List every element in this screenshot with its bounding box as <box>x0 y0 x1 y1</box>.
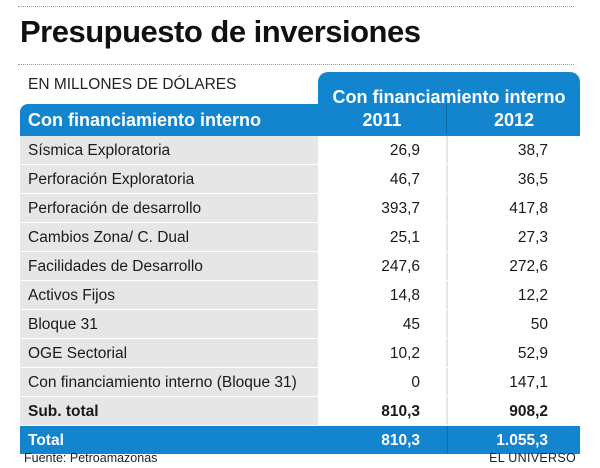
data-table: Sísmica Exploratoria 26,9 38,7 Perforaci… <box>20 136 580 455</box>
table-row: Perforación de desarrollo 393,7 417,8 <box>20 194 580 223</box>
subtotal-row: Sub. total 810,3 908,2 <box>20 397 580 426</box>
value-2011: 14,8 <box>318 281 446 309</box>
subtitle-rule <box>18 64 574 65</box>
table-row: Bloque 31 45 50 <box>20 310 580 339</box>
value-2011: 247,6 <box>318 252 446 280</box>
table-row: OGE Sectorial 10,2 52,9 <box>20 339 580 368</box>
page-title: Presupuesto de inversiones <box>20 14 421 49</box>
row-label: Perforación de desarrollo <box>28 200 202 217</box>
row-label: Sísmica Exploratoria <box>28 142 171 159</box>
value-2011: 25,1 <box>318 223 446 251</box>
value-2012: 908,2 <box>448 397 580 425</box>
top-rule <box>18 6 574 7</box>
value-2011: 10,2 <box>318 339 446 367</box>
value-2012: 52,9 <box>448 339 580 367</box>
value-2011: 46,7 <box>318 165 446 193</box>
row-label: Bloque 31 <box>28 316 98 333</box>
total-row: Total 810,3 1.055,3 <box>20 426 580 455</box>
value-2011: 393,7 <box>318 194 446 222</box>
value-2012: 27,3 <box>448 223 580 251</box>
units-label: EN MILLONES DE DÓLARES <box>28 76 237 93</box>
total-divider <box>447 426 448 454</box>
table-row: Sísmica Exploratoria 26,9 38,7 <box>20 136 580 165</box>
row-label: Sub. total <box>28 403 99 420</box>
group-header-bg <box>318 72 580 136</box>
column-header-2012: 2012 <box>493 110 535 130</box>
first-column-header: Con financiamiento interno <box>28 110 262 130</box>
table-row: Perforación Exploratoria 46,7 36,5 <box>20 165 580 194</box>
value-2012: 36,5 <box>448 165 580 193</box>
row-label: Activos Fijos <box>28 287 115 304</box>
column-header-2011: 2011 <box>362 110 402 130</box>
value-2011: 0 <box>318 368 446 396</box>
source-note: Fuente: Petroamazonas <box>24 451 158 465</box>
row-label: OGE Sectorial <box>28 345 128 362</box>
value-2012: 50 <box>448 310 580 338</box>
first-column-header-bg <box>20 104 320 136</box>
table-row: Facilidades de Desarrollo 247,6 272,6 <box>20 252 580 281</box>
value-2011: 810,3 <box>318 397 446 425</box>
value-2011: 26,9 <box>318 136 446 164</box>
value-2012: 417,8 <box>448 194 580 222</box>
table-row: Cambios Zona/ C. Dual 25,1 27,3 <box>20 223 580 252</box>
row-label: Total <box>28 432 64 449</box>
row-label: Con financiamiento interno (Bloque 31) <box>28 374 297 391</box>
value-2012: 272,6 <box>448 252 580 280</box>
row-label: Perforación Exploratoria <box>28 171 195 188</box>
value-2011: 45 <box>318 310 446 338</box>
table-row: Activos Fijos 14,8 12,2 <box>20 281 580 310</box>
table-row: Con financiamiento interno (Bloque 31) 0… <box>20 368 580 397</box>
value-2012: 147,1 <box>448 368 580 396</box>
value-2012: 1.055,3 <box>448 426 580 454</box>
publisher-name: EL UNIVERSO <box>489 451 576 465</box>
header-column-divider <box>446 104 447 134</box>
value-2012: 38,7 <box>448 136 580 164</box>
row-label: Cambios Zona/ C. Dual <box>28 229 190 246</box>
value-2012: 12,2 <box>448 281 580 309</box>
group-header: Con financiamiento interno <box>332 87 566 107</box>
value-2011: 810,3 <box>318 426 446 454</box>
row-label: Facilidades de Desarrollo <box>28 258 203 275</box>
